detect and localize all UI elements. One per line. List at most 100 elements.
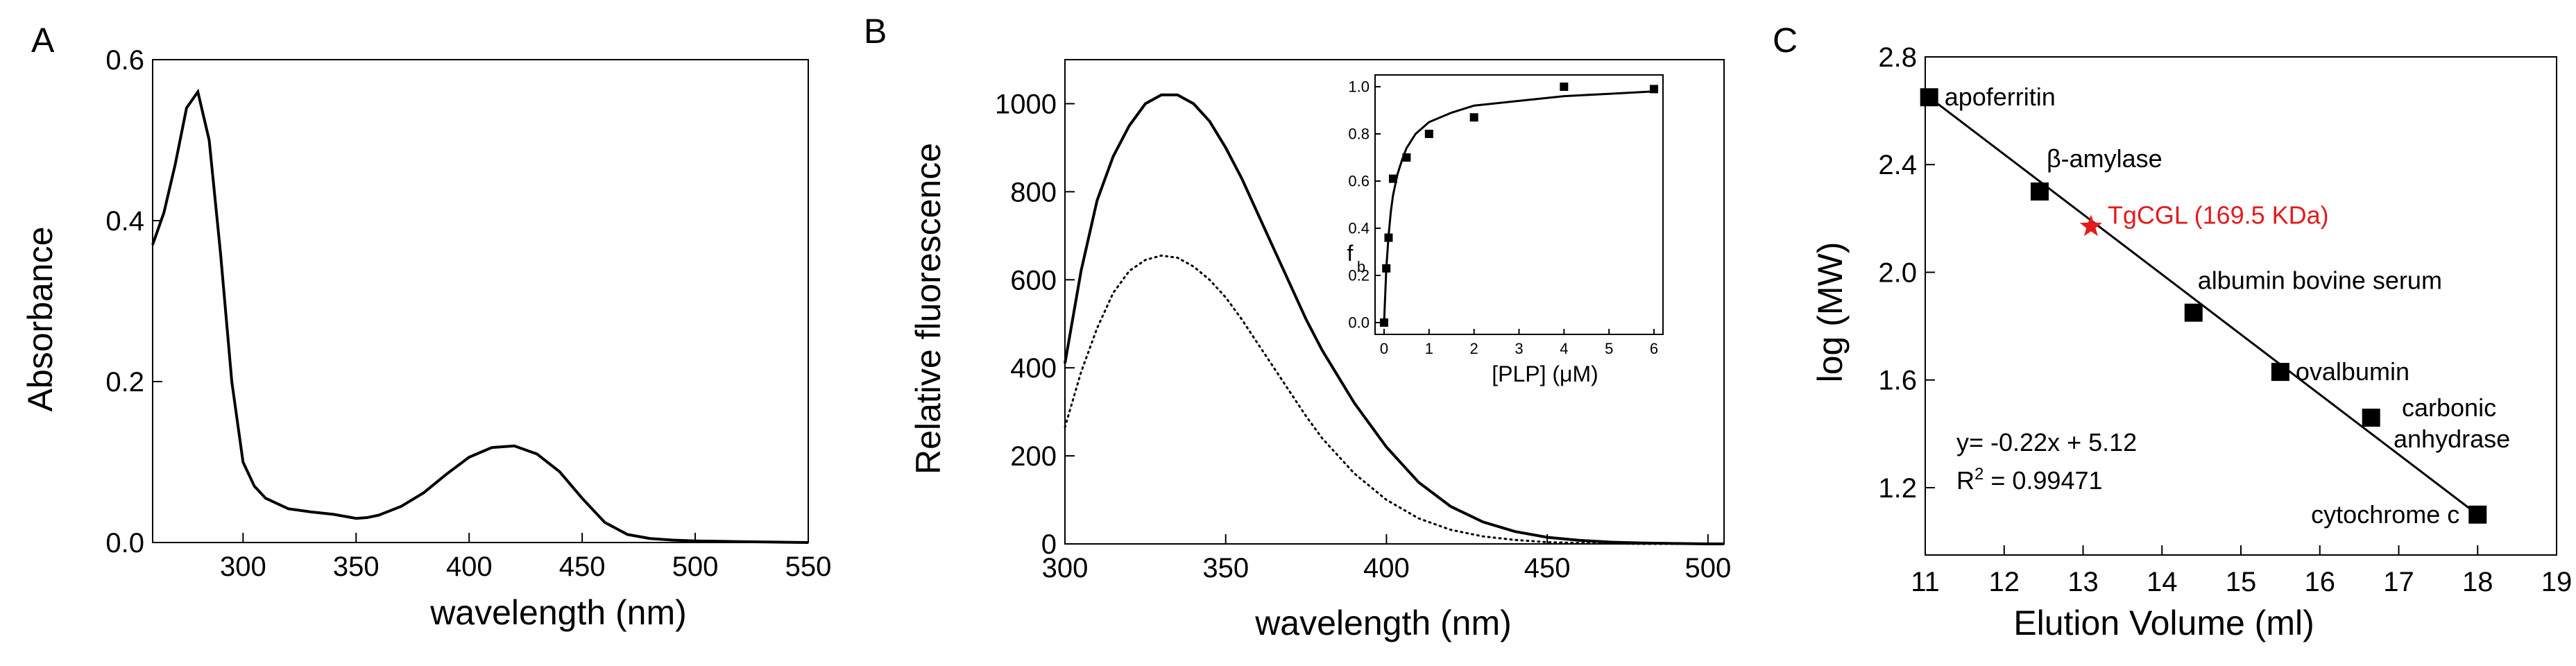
panel-b-ytick-label: 200 [1010,441,1057,472]
panel-c-point-label: β-amylase [2047,144,2163,173]
panel-c-data-point [2271,363,2289,382]
panel-b-solid-line [1064,93,1724,545]
panel-a-xtick-label: 550 [785,552,832,582]
panel-c-equation: y= -0.22x + 5.12 [1956,428,2137,456]
inset-data-point [1560,83,1569,91]
inset-data-point [1384,233,1393,242]
inset-data-point [1388,174,1397,183]
panel-b-xlabel: wavelength (nm) [1254,604,1512,642]
panel-a-ytick-label: 0.6 [105,45,144,76]
panel-c-xtick-label: 14 [2147,567,2178,597]
panel-c-highlight-star [2079,214,2102,237]
panel-c-xtick-label: 13 [2067,567,2099,597]
inset-xtick-label: 0 [1380,340,1388,357]
inset-ylabel: f [1347,241,1354,266]
panel-a-xtick-label: 400 [446,552,493,582]
inset-ytick-label: 0.8 [1348,126,1370,143]
inset-xtick-label: 2 [1470,340,1478,357]
panel-c-r-squared: R2 = 0.99471 [1956,465,2103,495]
panel-c-ytick-label: 1.2 [1878,473,1917,504]
inset-data-point [1382,264,1391,273]
panel-c-ytick-label: 2.0 [1878,257,1917,288]
inset-xlabel: [PLP] (μM) [1492,361,1598,386]
panel-c-label-carbonic: carbonic [2402,393,2496,422]
panel-c-xtick-label: 18 [2462,567,2493,597]
panel-b-ylabel: Relative fluorescence [909,143,948,475]
panel-a-chart: wavelength (nm) Absorbance 300 350 400 450 5… [21,45,831,632]
panel-a-series-line [151,88,809,544]
panel-b-xtick-label: 400 [1363,553,1410,583]
panel-c-data-point [1920,88,1938,107]
panel-b-xtick-label: 500 [1684,553,1731,583]
panel-b-inset: [PLP] (μM) f b 0 1 2 3 4 5 6 0.0 0.2 0.4 0.6 0.8 1.0 [1347,74,1664,386]
panel-b-xtick-label: 300 [1042,553,1089,583]
panel-c-xtick-label: 12 [1989,567,2020,597]
r-squared-exp: 2 [1974,465,1984,484]
panel-a-ytick-label: 0.4 [105,206,144,237]
panel-c-xlabel: Elution Volume (ml) [2013,604,2314,642]
panel-c-point-label: ovalbumin [2296,357,2409,386]
panel-c-data-point [2184,303,2203,322]
panel-c-ylabel: log (MW) [1811,242,1850,383]
inset-fit-curve [1383,90,1655,323]
panel-b-chart: wavelength (nm) Relative fluorescence [P… [909,59,1731,642]
panel-b-ytick-label: 1000 [995,89,1057,119]
panel-c-ytick-label: 2.4 [1878,150,1917,180]
panel-a-frame [152,59,809,543]
inset-xtick-label: 1 [1425,340,1433,357]
panel-a-xtick-label: 500 [672,552,719,582]
panel-c-chart: Elution Volume (ml) log (MW) y= -0.22x +… [1811,42,2572,642]
panel-c-xtick-label: 17 [2383,567,2414,597]
panel-c-point-label: cytochrome c [2311,500,2459,529]
panel-letter-c: C [1773,21,1798,60]
inset-ytick-label: 0.2 [1348,267,1370,284]
inset-data-point [1650,85,1659,94]
panel-b-ytick-label: 800 [1010,177,1057,207]
panel-b-ytick-label: 600 [1010,265,1057,296]
panel-b-ytick-label: 0 [1041,529,1057,560]
panel-c-point-label: apoferritin [1945,83,2056,111]
panel-a-xlabel: wavelength (nm) [429,593,687,632]
inset-ytick-label: 0.6 [1348,173,1370,190]
panel-letter-a: A [31,21,55,60]
panel-c-data-point [2362,409,2380,427]
panel-c-fit-line [1928,96,2479,515]
panel-a-xtick-label: 300 [220,552,266,582]
inset-ylabel-sub: b [1357,258,1365,275]
panel-c-xtick-label: 15 [2226,567,2257,597]
inset-xtick-label: 5 [1605,340,1613,357]
panel-a-xtick-label: 350 [333,552,379,582]
panel-a-ylabel: Absorbance [21,227,60,412]
inset-xtick-label: 3 [1515,340,1523,357]
panel-c-xtick-label: 11 [1911,567,1940,597]
panel-a-xtick-label: 450 [559,552,606,582]
panel-c-xtick-label: 16 [2305,567,2336,597]
inset-xtick-label: 4 [1560,340,1568,357]
panel-c-data-point [2030,182,2049,201]
inset-background [1375,75,1663,334]
panel-a-ytick-label: 0.0 [105,528,144,558]
panel-c-highlight-label: TgCGL (169.5 KDa) [2108,201,2329,230]
panel-c-label-anhydrase: anhydrase [2394,425,2510,453]
panel-b-xtick-label: 450 [1524,553,1571,583]
panel-a-ytick-label: 0.2 [105,367,144,398]
panel-c-xtick-label: 19 [2541,567,2573,597]
inset-ytick-label: 0.0 [1348,314,1370,332]
r-squared-value: = 0.99471 [1984,466,2102,495]
panel-b-dotted-line [1064,254,1725,545]
panel-c-data-point [2468,505,2487,524]
panel-letter-b: B [864,12,887,51]
panel-c-point-label: albumin bovine serum [2198,266,2442,295]
inset-xtick-label: 6 [1650,340,1658,357]
panel-c-ytick-label: 2.8 [1878,42,1917,73]
panel-c-ytick-label: 1.6 [1878,366,1917,396]
panel-b-ytick-label: 400 [1010,353,1057,384]
inset-ytick-label: 1.0 [1348,78,1370,96]
inset-data-point [1424,130,1433,138]
inset-ytick-label: 0.4 [1348,220,1370,237]
panel-b-xtick-label: 350 [1202,553,1249,583]
panel-b-frame [1064,59,1725,545]
r-squared-prefix: R [1956,466,1974,495]
inset-data-point [1379,318,1388,327]
